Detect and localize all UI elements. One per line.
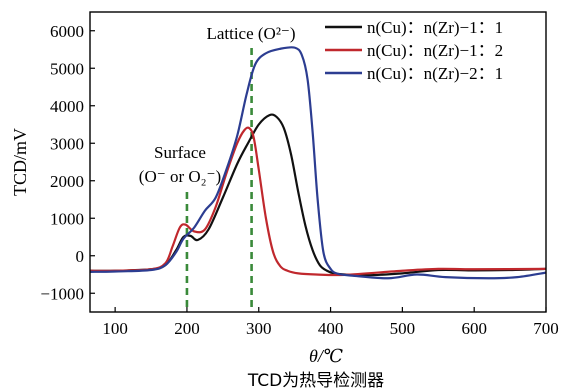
caption: TCD为热导检测器: [247, 371, 384, 391]
x-tick-label-100: 100: [102, 319, 128, 338]
y-axis-label: TCD/mV: [10, 128, 30, 196]
y-tick-label-3000: 3000: [50, 134, 84, 153]
x-tick-label-700: 700: [533, 319, 559, 338]
annotation-lattice: Lattice (O²⁻): [206, 24, 295, 43]
annotation-surface: Surface: [154, 143, 206, 162]
y-tick-label-4000: 4000: [50, 97, 84, 116]
x-axis-label: θ/℃: [309, 346, 343, 366]
legend: n(Cu)：n(Zr)−1：1 n(Cu)：n(Zr)−1：2 n(Cu)：n(Zr…: [325, 18, 503, 83]
y-tick-label-0: 0: [76, 247, 85, 266]
y-tick-label-2000: 2000: [50, 172, 84, 191]
legend-label-1: n(Cu)：n(Zr)−1：1: [367, 18, 503, 37]
x-tick-label-200: 200: [174, 319, 200, 338]
x-tick-label-400: 400: [318, 319, 344, 338]
y-tick-label-5000: 5000: [50, 59, 84, 78]
x-tick-label-600: 600: [461, 319, 487, 338]
y-tick-label-6000: 6000: [50, 22, 84, 41]
y-tick-label-1000: 1000: [50, 209, 84, 228]
y-tick-label--1000: −1000: [40, 284, 84, 303]
y-axis: −1000 0 1000 2000 3000 4000 5000 6000: [40, 22, 95, 304]
legend-label-2: n(Cu)：n(Zr)−1：2: [367, 41, 503, 60]
annotation-surface-species: (O⁻ or O₂⁻): [139, 167, 221, 186]
legend-label-3: n(Cu)：n(Zr)−2：1: [367, 64, 503, 83]
x-tick-label-300: 300: [246, 319, 272, 338]
x-tick-label-500: 500: [390, 319, 416, 338]
